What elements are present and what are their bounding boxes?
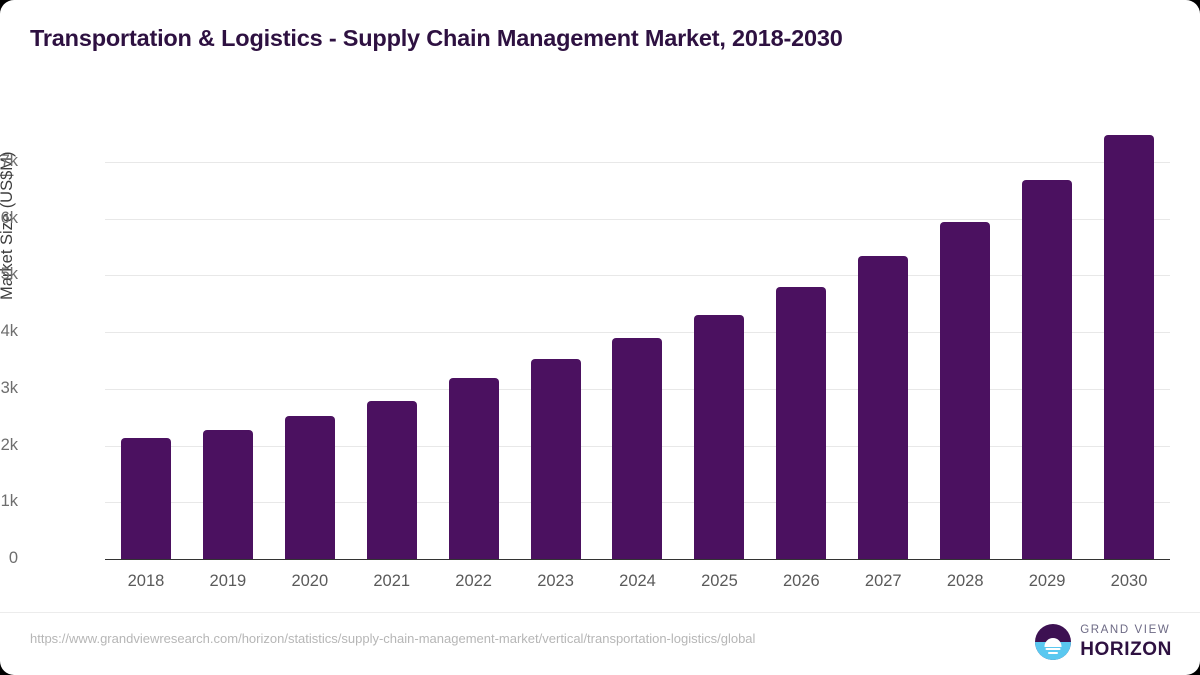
y-tick-6k: 6k [0, 208, 18, 227]
bar-2021[interactable] [366, 401, 417, 559]
x-tick-2027: 2027 [864, 572, 902, 590]
x-tick-2026: 2026 [782, 572, 820, 590]
x-tick-2022: 2022 [455, 572, 492, 590]
bar-band-2029 [1006, 111, 1088, 559]
gridline-6k [105, 218, 1170, 220]
logo-water-half [1035, 642, 1072, 660]
y-tick-7k: 7k [0, 152, 18, 171]
bar-band-2028 [924, 111, 1006, 559]
x-tick-2023: 2023 [537, 572, 574, 590]
bar-band-2022 [433, 111, 515, 559]
bar-band-2026 [760, 111, 842, 559]
gridline-4k [105, 332, 1170, 334]
x-tick-2018: 2018 [127, 572, 165, 590]
x-tick-2020: 2020 [291, 572, 329, 590]
bar-band-2018 [105, 111, 187, 559]
bar-series [105, 111, 1170, 559]
page-title: Transportation & Logistics - Supply Chai… [30, 25, 843, 51]
x-tick-2028: 2028 [946, 572, 984, 590]
y-tick-0: 0 [8, 549, 18, 567]
bar-2029[interactable] [1022, 180, 1073, 559]
bar-band-2025 [678, 111, 760, 559]
bar-band-2023 [515, 111, 597, 559]
y-tick-1k: 1k [0, 492, 18, 511]
bar-band-2027 [842, 111, 924, 559]
bar-band-2030 [1088, 111, 1170, 559]
bar-band-2024 [597, 111, 679, 559]
bar-2023[interactable] [530, 359, 581, 559]
bar-2027[interactable] [858, 256, 909, 559]
x-tick-2025: 2025 [701, 572, 738, 590]
horizon-sun-icon [1035, 624, 1072, 660]
bar-2025[interactable] [694, 314, 745, 559]
y-tick-3k: 3k [0, 378, 18, 397]
brand-logo[interactable]: GRAND VIEW HORIZON [1035, 624, 1172, 660]
bar-2019[interactable] [202, 430, 253, 559]
bar-2026[interactable] [776, 286, 827, 559]
x-tick-2029: 2029 [1028, 572, 1066, 590]
gridline-5k [105, 275, 1170, 277]
x-tick-2024: 2024 [619, 572, 656, 590]
y-tick-5k: 5k [0, 265, 18, 284]
logo-ray-upper [1045, 648, 1061, 651]
logo-sun-dome [1044, 637, 1062, 647]
bar-band-2019 [187, 111, 269, 559]
y-tick-2k: 2k [0, 435, 18, 454]
x-tick-2019: 2019 [209, 572, 247, 590]
x-tick-2030: 2030 [1110, 572, 1148, 590]
bar-2030[interactable] [1104, 135, 1155, 559]
logo-line-horizon: HORIZON [1080, 638, 1172, 660]
bar-band-2020 [269, 111, 351, 559]
y-tick-4k: 4k [0, 322, 18, 341]
bar-2024[interactable] [612, 337, 663, 559]
footer-divider [0, 612, 1200, 613]
bar-2018[interactable] [120, 438, 171, 559]
bar-2020[interactable] [284, 416, 335, 559]
gridline-0 [105, 559, 1170, 560]
bar-2022[interactable] [448, 377, 499, 559]
logo-wordmark: GRAND VIEW HORIZON [1080, 625, 1172, 659]
source-url-link[interactable]: https://www.grandviewresearch.com/horizo… [30, 631, 756, 646]
gridline-7k [105, 162, 1170, 164]
logo-line-grand-view: GRAND VIEW [1080, 624, 1171, 637]
logo-ray-lower [1048, 652, 1059, 655]
bar-2028[interactable] [940, 221, 991, 559]
x-tick-2021: 2021 [373, 572, 411, 590]
bar-band-2021 [351, 111, 433, 559]
